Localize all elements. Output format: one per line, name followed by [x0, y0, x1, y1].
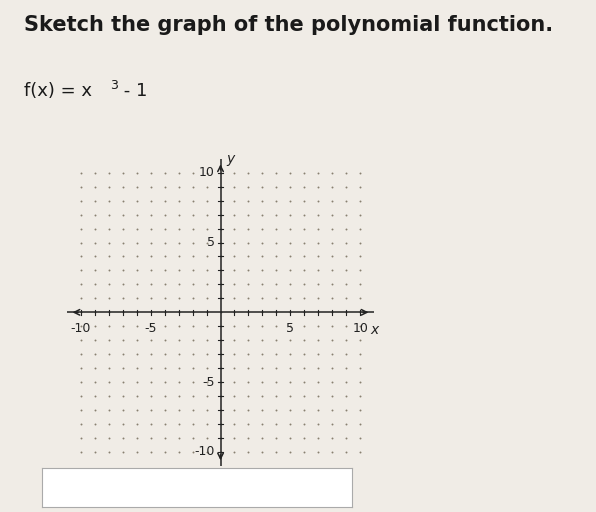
- Text: 5: 5: [207, 236, 215, 249]
- Text: x: x: [370, 324, 378, 337]
- Text: -5: -5: [144, 322, 157, 335]
- Text: 10: 10: [352, 322, 368, 335]
- Text: -5: -5: [203, 376, 215, 389]
- Text: 10: 10: [199, 166, 215, 179]
- Text: -10: -10: [71, 322, 91, 335]
- Text: 3: 3: [110, 79, 118, 92]
- Text: -10: -10: [194, 445, 215, 458]
- Text: - 1: - 1: [118, 82, 147, 100]
- Text: 5: 5: [286, 322, 294, 335]
- Text: y: y: [226, 152, 234, 166]
- Text: Sketch the graph of the polynomial function.: Sketch the graph of the polynomial funct…: [24, 15, 553, 35]
- Text: f(x) = x: f(x) = x: [24, 82, 92, 100]
